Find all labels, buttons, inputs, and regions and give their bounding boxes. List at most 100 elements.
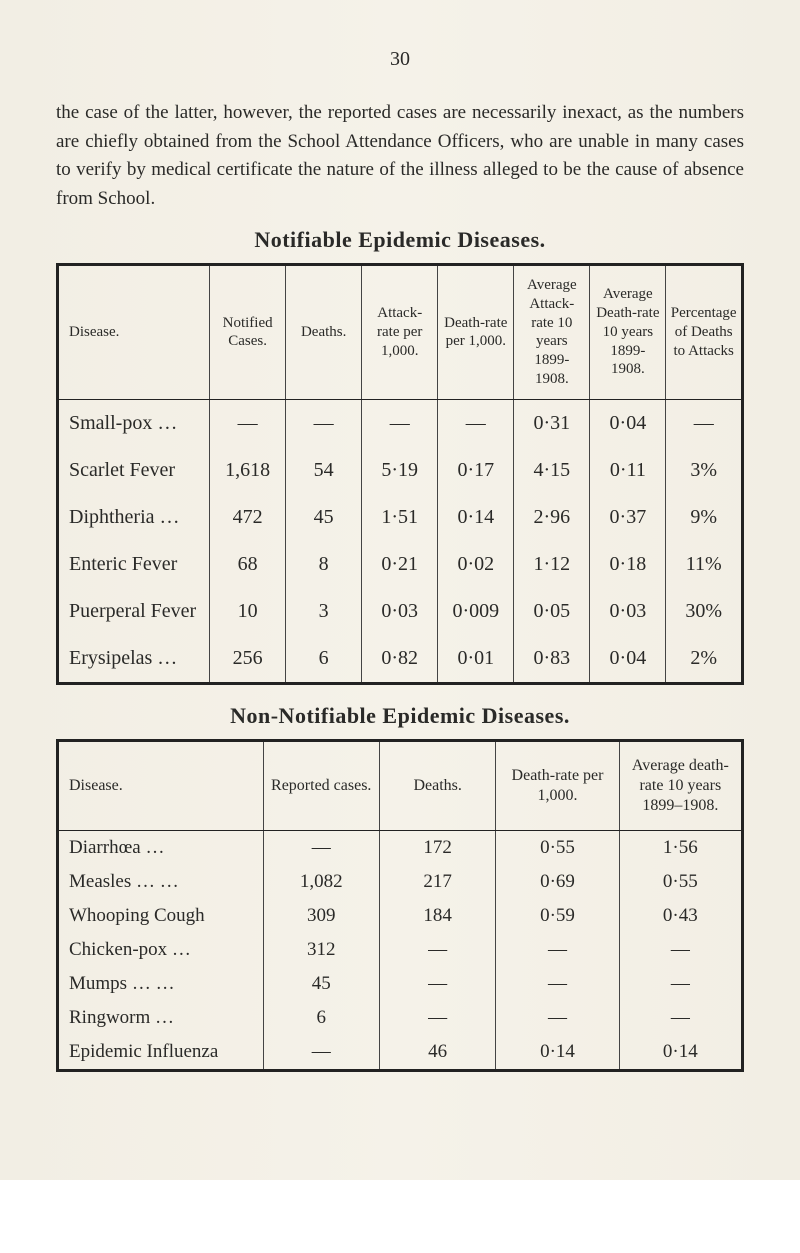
- table-cell: 45: [263, 967, 379, 1001]
- table-cell: 54: [286, 447, 362, 494]
- col-header: Deaths.: [379, 740, 495, 830]
- table-cell: 0·21: [362, 541, 438, 588]
- table-header-row: Disease. Notified Cases. Deaths. Attack-…: [58, 265, 743, 400]
- table-cell: 0·83: [514, 635, 590, 684]
- table-cell: 2·96: [514, 494, 590, 541]
- col-header: Death-rate per 1,000.: [496, 740, 619, 830]
- table-cell: 217: [379, 865, 495, 899]
- notifiable-title: Notifiable Epidemic Diseases.: [56, 227, 744, 253]
- table-row: Erysipelas …25660·820·010·830·042%: [58, 635, 743, 684]
- table-cell: 45: [286, 494, 362, 541]
- table-cell: —: [619, 933, 742, 967]
- notifiable-table: Disease. Notified Cases. Deaths. Attack-…: [56, 263, 744, 685]
- table-cell: 0·18: [590, 541, 666, 588]
- table-cell: 0·04: [590, 399, 666, 447]
- table-cell: Erysipelas …: [58, 635, 210, 684]
- table-cell: Small-pox …: [58, 399, 210, 447]
- table-cell: 0·31: [514, 399, 590, 447]
- table-row: Epidemic Influenza—460·140·14: [58, 1035, 743, 1071]
- col-header: Deaths.: [286, 265, 362, 400]
- table-cell: 8: [286, 541, 362, 588]
- col-header: Disease.: [58, 265, 210, 400]
- table-cell: 256: [210, 635, 286, 684]
- nonnotifiable-tbody: Diarrhœa …—1720·551·56Measles … …1,08221…: [58, 830, 743, 1070]
- table-row: Chicken-pox …312———: [58, 933, 743, 967]
- table-cell: 9%: [666, 494, 743, 541]
- table-cell: —: [379, 1001, 495, 1035]
- table-cell: 6: [263, 1001, 379, 1035]
- table-cell: Enteric Fever: [58, 541, 210, 588]
- table-cell: 0·03: [590, 588, 666, 635]
- table-cell: 30%: [666, 588, 743, 635]
- col-header: Average Attack-rate 10 years 1899-1908.: [514, 265, 590, 400]
- table-cell: 0·59: [496, 899, 619, 933]
- table-cell: 1·51: [362, 494, 438, 541]
- col-header: Death-rate per 1,000.: [438, 265, 514, 400]
- col-header: Notified Cases.: [210, 265, 286, 400]
- table-row: Ringworm …6———: [58, 1001, 743, 1035]
- table-cell: —: [666, 399, 743, 447]
- table-cell: —: [210, 399, 286, 447]
- table-cell: 0·03: [362, 588, 438, 635]
- table-cell: 0·55: [496, 830, 619, 865]
- table-cell: 0·04: [590, 635, 666, 684]
- table-cell: 1·12: [514, 541, 590, 588]
- table-cell: 0·02: [438, 541, 514, 588]
- table-cell: 472: [210, 494, 286, 541]
- table-cell: 0·43: [619, 899, 742, 933]
- table-cell: 172: [379, 830, 495, 865]
- table-cell: 0·01: [438, 635, 514, 684]
- table-row: Puerperal Fever1030·030·0090·050·0330%: [58, 588, 743, 635]
- table-cell: Epidemic Influenza: [58, 1035, 264, 1071]
- table-cell: —: [619, 1001, 742, 1035]
- table-cell: 4·15: [514, 447, 590, 494]
- table-cell: —: [619, 967, 742, 1001]
- table-cell: 6: [286, 635, 362, 684]
- table-cell: Whooping Cough: [58, 899, 264, 933]
- nonnotifiable-title: Non-Notifiable Epidemic Diseases.: [56, 703, 744, 729]
- table-cell: 309: [263, 899, 379, 933]
- table-cell: 0·55: [619, 865, 742, 899]
- table-cell: Measles … …: [58, 865, 264, 899]
- table-cell: 1,082: [263, 865, 379, 899]
- notifiable-tbody: Small-pox …————0·310·04—Scarlet Fever1,6…: [58, 399, 743, 683]
- col-header: Disease.: [58, 740, 264, 830]
- document-page: 30 the case of the latter, however, the …: [0, 0, 800, 1180]
- table-row: Measles … …1,0822170·690·55: [58, 865, 743, 899]
- table-row: Small-pox …————0·310·04—: [58, 399, 743, 447]
- table-cell: —: [263, 1035, 379, 1071]
- table-cell: 1,618: [210, 447, 286, 494]
- table-cell: Chicken-pox …: [58, 933, 264, 967]
- table-cell: 10: [210, 588, 286, 635]
- table-cell: 0·009: [438, 588, 514, 635]
- table-cell: 68: [210, 541, 286, 588]
- table-cell: —: [496, 1001, 619, 1035]
- table-cell: —: [286, 399, 362, 447]
- table-cell: 3: [286, 588, 362, 635]
- table-cell: 0·14: [496, 1035, 619, 1071]
- col-header: Reported cases.: [263, 740, 379, 830]
- table-row: Whooping Cough3091840·590·43: [58, 899, 743, 933]
- table-cell: 0·17: [438, 447, 514, 494]
- table-cell: 46: [379, 1035, 495, 1071]
- table-row: Diphtheria …472451·510·142·960·379%: [58, 494, 743, 541]
- table-cell: —: [438, 399, 514, 447]
- table-cell: 312: [263, 933, 379, 967]
- col-header: Average Death-rate 10 years 1899-1908.: [590, 265, 666, 400]
- nonnotifiable-table: Disease. Reported cases. Deaths. Death-r…: [56, 739, 744, 1072]
- table-cell: 0·82: [362, 635, 438, 684]
- table-row: Enteric Fever6880·210·021·120·1811%: [58, 541, 743, 588]
- table-cell: —: [496, 933, 619, 967]
- table-cell: 0·69: [496, 865, 619, 899]
- table-cell: —: [379, 933, 495, 967]
- table-cell: 3%: [666, 447, 743, 494]
- table-cell: 5·19: [362, 447, 438, 494]
- table-row: Diarrhœa …—1720·551·56: [58, 830, 743, 865]
- table-cell: 0·37: [590, 494, 666, 541]
- col-header: Percentage of Deaths to Attacks: [666, 265, 743, 400]
- table-row: Mumps … …45———: [58, 967, 743, 1001]
- table-cell: Diphtheria …: [58, 494, 210, 541]
- table-cell: 0·05: [514, 588, 590, 635]
- col-header: Average death-rate 10 years 1899–1908.: [619, 740, 742, 830]
- table-row: Scarlet Fever1,618545·190·174·150·113%: [58, 447, 743, 494]
